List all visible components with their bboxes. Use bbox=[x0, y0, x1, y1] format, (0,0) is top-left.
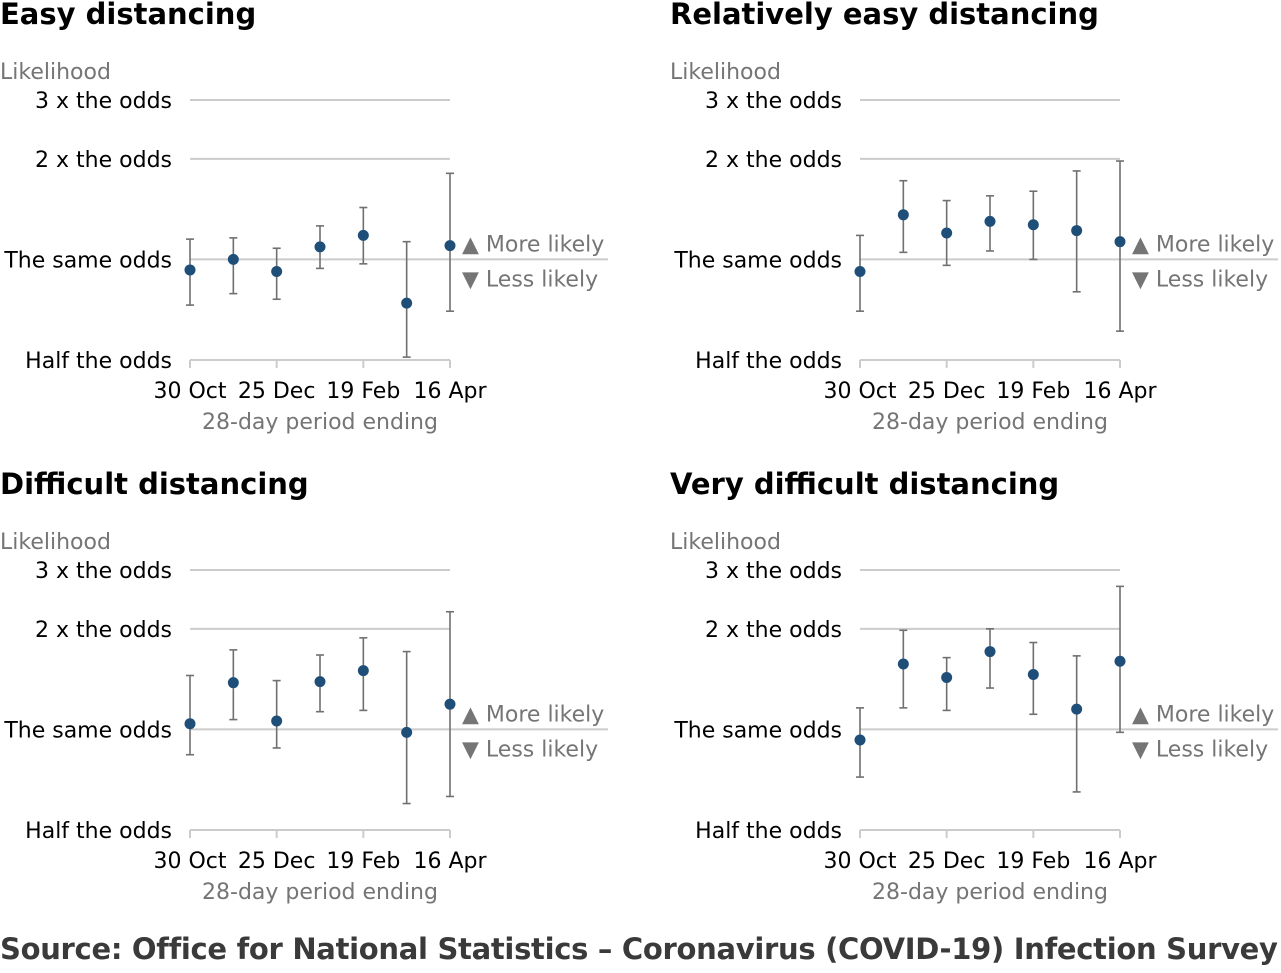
annotation-more-likely: ▲ More likely bbox=[462, 702, 604, 727]
annotation-less-likely: ▼ Less likely bbox=[1132, 737, 1268, 762]
x-tick-label: 30 Oct bbox=[823, 379, 896, 404]
data-point bbox=[941, 672, 953, 684]
data-point bbox=[357, 665, 369, 677]
x-axis-label: 28-day period ending bbox=[202, 880, 438, 905]
annotation-more-likely: ▲ More likely bbox=[462, 232, 604, 257]
y-tick-label: 3 x the odds bbox=[35, 559, 172, 584]
annotation-less-likely: ▼ Less likely bbox=[462, 267, 598, 292]
annotation-less-likely: ▼ Less likely bbox=[1132, 267, 1268, 292]
y-tick-label: 3 x the odds bbox=[705, 559, 842, 584]
data-point bbox=[941, 227, 953, 239]
annotation-more-likely: ▲ More likely bbox=[1132, 232, 1274, 257]
annotation-more-likely: ▲ More likely bbox=[1132, 702, 1274, 727]
y-tick-label: 3 x the odds bbox=[35, 89, 172, 114]
data-point bbox=[897, 209, 909, 221]
x-tick-label: 25 Dec bbox=[238, 849, 316, 874]
data-point bbox=[314, 676, 326, 688]
chart-title: Easy distancing bbox=[0, 0, 256, 31]
x-tick-label: 19 Feb bbox=[996, 849, 1070, 874]
y-tick-label: 3 x the odds bbox=[705, 89, 842, 114]
chart-panel-2: Relatively easy distancing Likelihood 3 x … bbox=[670, 0, 1278, 435]
y-tick-label: 2 x the odds bbox=[35, 148, 172, 173]
chart-title: Relatively easy distancing bbox=[670, 0, 1099, 31]
data-point bbox=[897, 658, 909, 670]
y-tick-label: Half the odds bbox=[695, 819, 842, 844]
y-axis-label: Likelihood bbox=[670, 60, 781, 85]
y-tick-label: The same odds bbox=[673, 248, 842, 273]
x-axis-label: 28-day period ending bbox=[872, 410, 1108, 435]
data-point bbox=[314, 241, 326, 253]
data-point bbox=[984, 646, 996, 658]
y-tick-label: 2 x the odds bbox=[705, 618, 842, 643]
x-tick-label: 19 Feb bbox=[326, 849, 400, 874]
y-tick-label: 2 x the odds bbox=[35, 618, 172, 643]
data-point bbox=[1071, 225, 1083, 237]
x-tick-label: 16 Apr bbox=[1083, 379, 1157, 404]
x-tick-label: 30 Oct bbox=[153, 379, 226, 404]
data-point bbox=[271, 266, 283, 278]
y-tick-label: Half the odds bbox=[25, 819, 172, 844]
data-point bbox=[854, 734, 866, 746]
data-point bbox=[401, 726, 413, 738]
x-tick-label: 25 Dec bbox=[908, 379, 986, 404]
data-point bbox=[1027, 669, 1039, 681]
x-tick-label: 30 Oct bbox=[823, 849, 896, 874]
data-point bbox=[444, 240, 456, 252]
annotation-less-likely: ▼ Less likely bbox=[462, 737, 598, 762]
y-tick-label: Half the odds bbox=[695, 349, 842, 374]
chart-title: Very difficult distancing bbox=[670, 467, 1059, 501]
data-point bbox=[1114, 236, 1126, 248]
x-tick-label: 30 Oct bbox=[153, 849, 226, 874]
data-point bbox=[444, 698, 456, 710]
y-tick-label: The same odds bbox=[3, 718, 172, 743]
data-point bbox=[984, 215, 996, 227]
chart-panel-4: Very difficult distancing Likelihood 3 x t… bbox=[670, 467, 1278, 905]
x-tick-label: 16 Apr bbox=[413, 849, 487, 874]
data-point bbox=[1027, 219, 1039, 231]
y-tick-label: Half the odds bbox=[25, 349, 172, 374]
x-tick-label: 19 Feb bbox=[996, 379, 1070, 404]
x-tick-label: 25 Dec bbox=[238, 379, 316, 404]
y-axis-label: Likelihood bbox=[670, 530, 781, 555]
y-tick-label: The same odds bbox=[3, 248, 172, 273]
data-point bbox=[854, 266, 866, 278]
x-tick-label: 16 Apr bbox=[1083, 849, 1157, 874]
data-point bbox=[357, 229, 369, 241]
chart-panel-1: Easy distancing Likelihood 3 x the odds 2 x… bbox=[0, 0, 608, 435]
y-axis-label: Likelihood bbox=[0, 60, 111, 85]
data-point bbox=[184, 718, 196, 730]
x-axis-label: 28-day period ending bbox=[202, 410, 438, 435]
x-tick-label: 16 Apr bbox=[413, 379, 487, 404]
x-axis-label: 28-day period ending bbox=[872, 880, 1108, 905]
chart-panel-3: Difficult distancing Likelihood 3 x the od… bbox=[0, 467, 608, 905]
chart-title: Difficult distancing bbox=[0, 467, 309, 501]
data-point bbox=[184, 264, 196, 276]
x-tick-label: 25 Dec bbox=[908, 849, 986, 874]
y-tick-label: The same odds bbox=[673, 718, 842, 743]
y-tick-label: 2 x the odds bbox=[705, 148, 842, 173]
data-point bbox=[401, 297, 413, 309]
data-point bbox=[1071, 703, 1083, 715]
y-axis-label: Likelihood bbox=[0, 530, 111, 555]
x-tick-label: 19 Feb bbox=[326, 379, 400, 404]
data-point bbox=[271, 715, 283, 727]
data-point bbox=[227, 677, 239, 689]
source-note: Source: Office for National Statistics –… bbox=[0, 932, 1278, 966]
data-point bbox=[1114, 655, 1126, 667]
data-point bbox=[227, 253, 239, 265]
